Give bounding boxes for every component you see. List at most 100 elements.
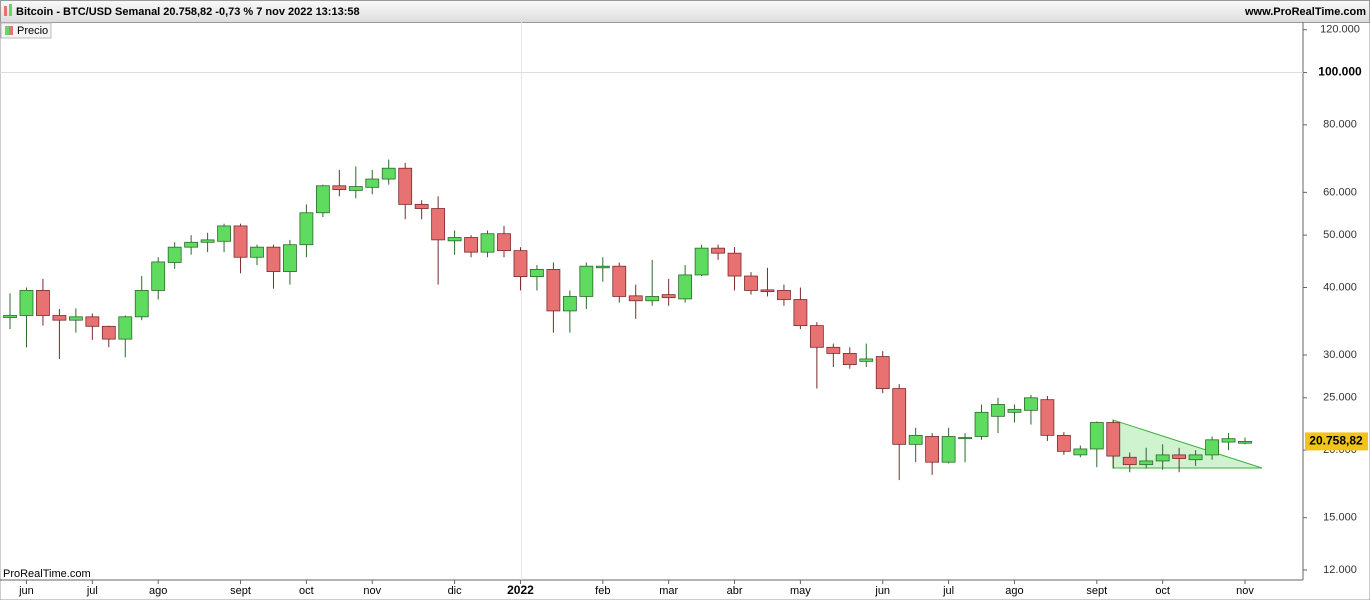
- candle-body: [167, 246, 182, 263]
- candle: [892, 384, 907, 481]
- candle-body: [513, 250, 528, 278]
- candle: [1188, 450, 1203, 466]
- candle: [859, 343, 874, 368]
- candle: [167, 242, 182, 269]
- candle: [431, 196, 446, 285]
- legend-swatch: [5, 26, 9, 35]
- candle: [645, 259, 660, 306]
- candle-body: [414, 203, 429, 209]
- candle-body: [3, 315, 17, 318]
- candle: [1122, 452, 1137, 473]
- candle: [398, 162, 413, 220]
- candle: [1089, 421, 1104, 468]
- candle-body: [1172, 454, 1187, 459]
- candle: [1007, 404, 1022, 423]
- x-tick-label: jun: [18, 585, 34, 597]
- candle-body: [266, 246, 281, 273]
- candle-body: [1205, 439, 1219, 456]
- y-tick-label: 30.000: [1323, 349, 1357, 361]
- candle-body: [958, 437, 972, 440]
- candle: [875, 351, 890, 394]
- candle-body: [694, 247, 709, 276]
- legend-label: Precio: [17, 25, 48, 37]
- candle: [612, 262, 627, 303]
- candle: [266, 244, 281, 289]
- source: www.ProRealTime.com: [1244, 6, 1366, 18]
- candle-body: [85, 316, 100, 327]
- candle: [941, 427, 956, 464]
- candle-body: [200, 239, 215, 243]
- legend-swatch: [9, 26, 13, 35]
- x-tick-label: mar: [659, 585, 678, 597]
- candle: [85, 313, 100, 340]
- y-tick-label: 12.000: [1323, 564, 1357, 576]
- candle: [464, 235, 478, 258]
- candle-body: [68, 316, 83, 321]
- candle-body: [52, 315, 67, 321]
- candle-body: [530, 269, 544, 278]
- x-tick-label: ago: [1005, 585, 1023, 597]
- candle-body: [315, 185, 330, 214]
- x-tick-label: nov: [363, 585, 381, 597]
- y-tick-label: 80.000: [1323, 119, 1357, 131]
- candle-body: [1122, 456, 1137, 466]
- candle: [299, 204, 314, 258]
- candle: [958, 433, 972, 463]
- candle: [233, 223, 248, 274]
- candle: [381, 159, 396, 185]
- candle-body: [1106, 422, 1121, 457]
- candle: [908, 427, 923, 463]
- candle: [1139, 447, 1154, 469]
- candle-body: [546, 269, 561, 312]
- candle: [727, 247, 742, 291]
- candle-body: [562, 296, 577, 312]
- candle-body: [1221, 438, 1236, 443]
- candle-body: [941, 436, 956, 463]
- candle: [365, 169, 380, 195]
- candle-body: [1024, 397, 1038, 411]
- x-tick-label: sept: [1086, 585, 1107, 597]
- candle-body: [579, 265, 594, 297]
- candle-body: [744, 275, 758, 291]
- legend-box: [0, 22, 52, 39]
- candle: [19, 287, 34, 348]
- candle-body: [332, 185, 347, 191]
- x-tick-label: abr: [727, 585, 743, 597]
- candle-body: [793, 299, 808, 327]
- candle-body: [283, 244, 297, 273]
- candle-body: [480, 233, 495, 253]
- x-tick-label: nov: [1236, 585, 1254, 597]
- candle-body: [777, 290, 791, 300]
- price-label: 20.758,82: [1309, 434, 1363, 448]
- candle: [1040, 395, 1055, 441]
- candle-body: [184, 241, 199, 248]
- y-tick-label: 100.000: [1318, 65, 1362, 79]
- x-tick-label: jun: [874, 585, 890, 597]
- candle-body: [809, 325, 824, 348]
- candle: [842, 347, 857, 369]
- candle-body: [118, 316, 133, 340]
- candle: [1056, 432, 1071, 455]
- x-tick-label: jul: [86, 585, 98, 597]
- x-tick-label: oct: [1155, 585, 1170, 597]
- candle: [250, 244, 264, 266]
- candle-body: [36, 290, 50, 316]
- candle-body: [908, 434, 923, 445]
- candle-body: [381, 167, 396, 180]
- candle: [809, 322, 824, 389]
- candle-body: [365, 178, 380, 188]
- price-box: [1305, 432, 1368, 451]
- candle: [513, 247, 528, 291]
- candle: [1172, 447, 1187, 473]
- candle: [546, 262, 561, 333]
- candle-body: [250, 246, 264, 258]
- candle: [118, 315, 133, 358]
- candle: [1073, 445, 1088, 458]
- candle-body: [875, 356, 890, 389]
- candle: [1238, 437, 1252, 445]
- x-tick-label: oct: [299, 585, 314, 597]
- candle-body: [991, 404, 1005, 417]
- candle: [826, 343, 841, 368]
- candle: [793, 287, 808, 330]
- candle-body: [447, 237, 462, 242]
